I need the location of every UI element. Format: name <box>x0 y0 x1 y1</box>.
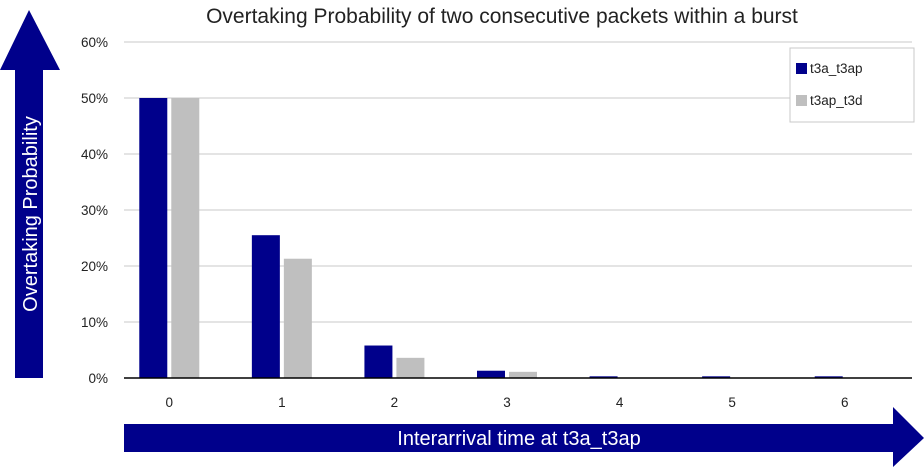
y-axis-label: Overtaking Probability <box>20 116 42 312</box>
x-tick-label: 2 <box>391 395 399 410</box>
y-axis-arrow: Overtaking Probability <box>0 10 60 378</box>
chart-title: Overtaking Probability of two consecutiv… <box>206 5 798 28</box>
bar-t3ap-t3d-2 <box>396 357 425 378</box>
y-tick-label: 0% <box>88 371 108 386</box>
x-arrow-shape <box>124 407 924 467</box>
x-tick-label: 4 <box>616 395 624 410</box>
x-axis-arrow: Interarrival time at t3a_t3ap <box>124 407 924 467</box>
x-tick-label: 3 <box>503 395 511 410</box>
legend-box <box>789 47 915 123</box>
x-tick-label: 5 <box>728 395 736 410</box>
bar-t3ap-t3d-1 <box>283 258 312 378</box>
x-axis-label: Interarrival time at t3a_t3ap <box>397 428 640 450</box>
x-tick-label: 0 <box>166 395 174 410</box>
y-axis-ticks: 0% 10% 20% 30% 40% 50% 60% <box>81 35 108 386</box>
bar-t3a-t3ap-0 <box>139 98 168 378</box>
y-arrow-shape <box>0 10 60 378</box>
y-tick-label: 40% <box>81 147 108 162</box>
y-tick-label: 30% <box>81 203 108 218</box>
legend-label-t3a-t3ap: t3a_t3ap <box>810 61 863 76</box>
y-tick-label: 50% <box>81 91 108 106</box>
bar-t3ap-t3d-0 <box>171 98 200 378</box>
bar-t3ap-t3d-3 <box>509 371 537 378</box>
bar-t3a-t3ap-4 <box>589 376 618 378</box>
y-tick-label: 60% <box>81 35 108 50</box>
legend-swatch-t3a-t3ap <box>796 63 807 74</box>
bar-t3a-t3ap-1 <box>251 235 280 378</box>
bars <box>139 98 843 378</box>
x-axis-ticks: 0 1 2 3 4 5 6 <box>166 395 849 410</box>
legend-label-t3ap-t3d: t3ap_t3d <box>810 93 863 108</box>
bar-t3a-t3ap-2 <box>364 345 393 378</box>
x-tick-label: 1 <box>278 395 286 410</box>
bar-t3a-t3ap-5 <box>702 376 731 378</box>
x-tick-label: 6 <box>841 395 849 410</box>
bar-t3a-t3ap-6 <box>814 376 843 378</box>
legend: t3a_t3ap t3ap_t3d <box>789 47 915 123</box>
legend-swatch-t3ap-t3d <box>796 95 807 106</box>
bar-t3a-t3ap-3 <box>477 370 505 378</box>
y-tick-label: 10% <box>81 315 108 330</box>
y-tick-label: 20% <box>81 259 108 274</box>
